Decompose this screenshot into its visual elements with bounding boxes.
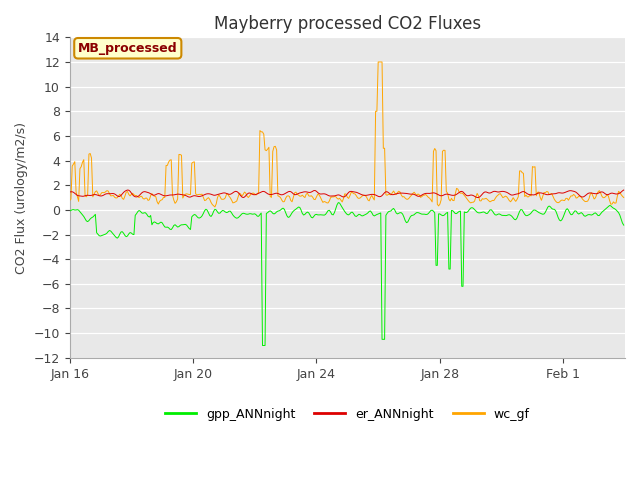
Title: Mayberry processed CO2 Fluxes: Mayberry processed CO2 Fluxes bbox=[214, 15, 481, 33]
Text: MB_processed: MB_processed bbox=[78, 42, 178, 55]
Y-axis label: CO2 Flux (urology/m2/s): CO2 Flux (urology/m2/s) bbox=[15, 121, 28, 274]
Legend: gpp_ANNnight, er_ANNnight, wc_gf: gpp_ANNnight, er_ANNnight, wc_gf bbox=[160, 403, 535, 425]
